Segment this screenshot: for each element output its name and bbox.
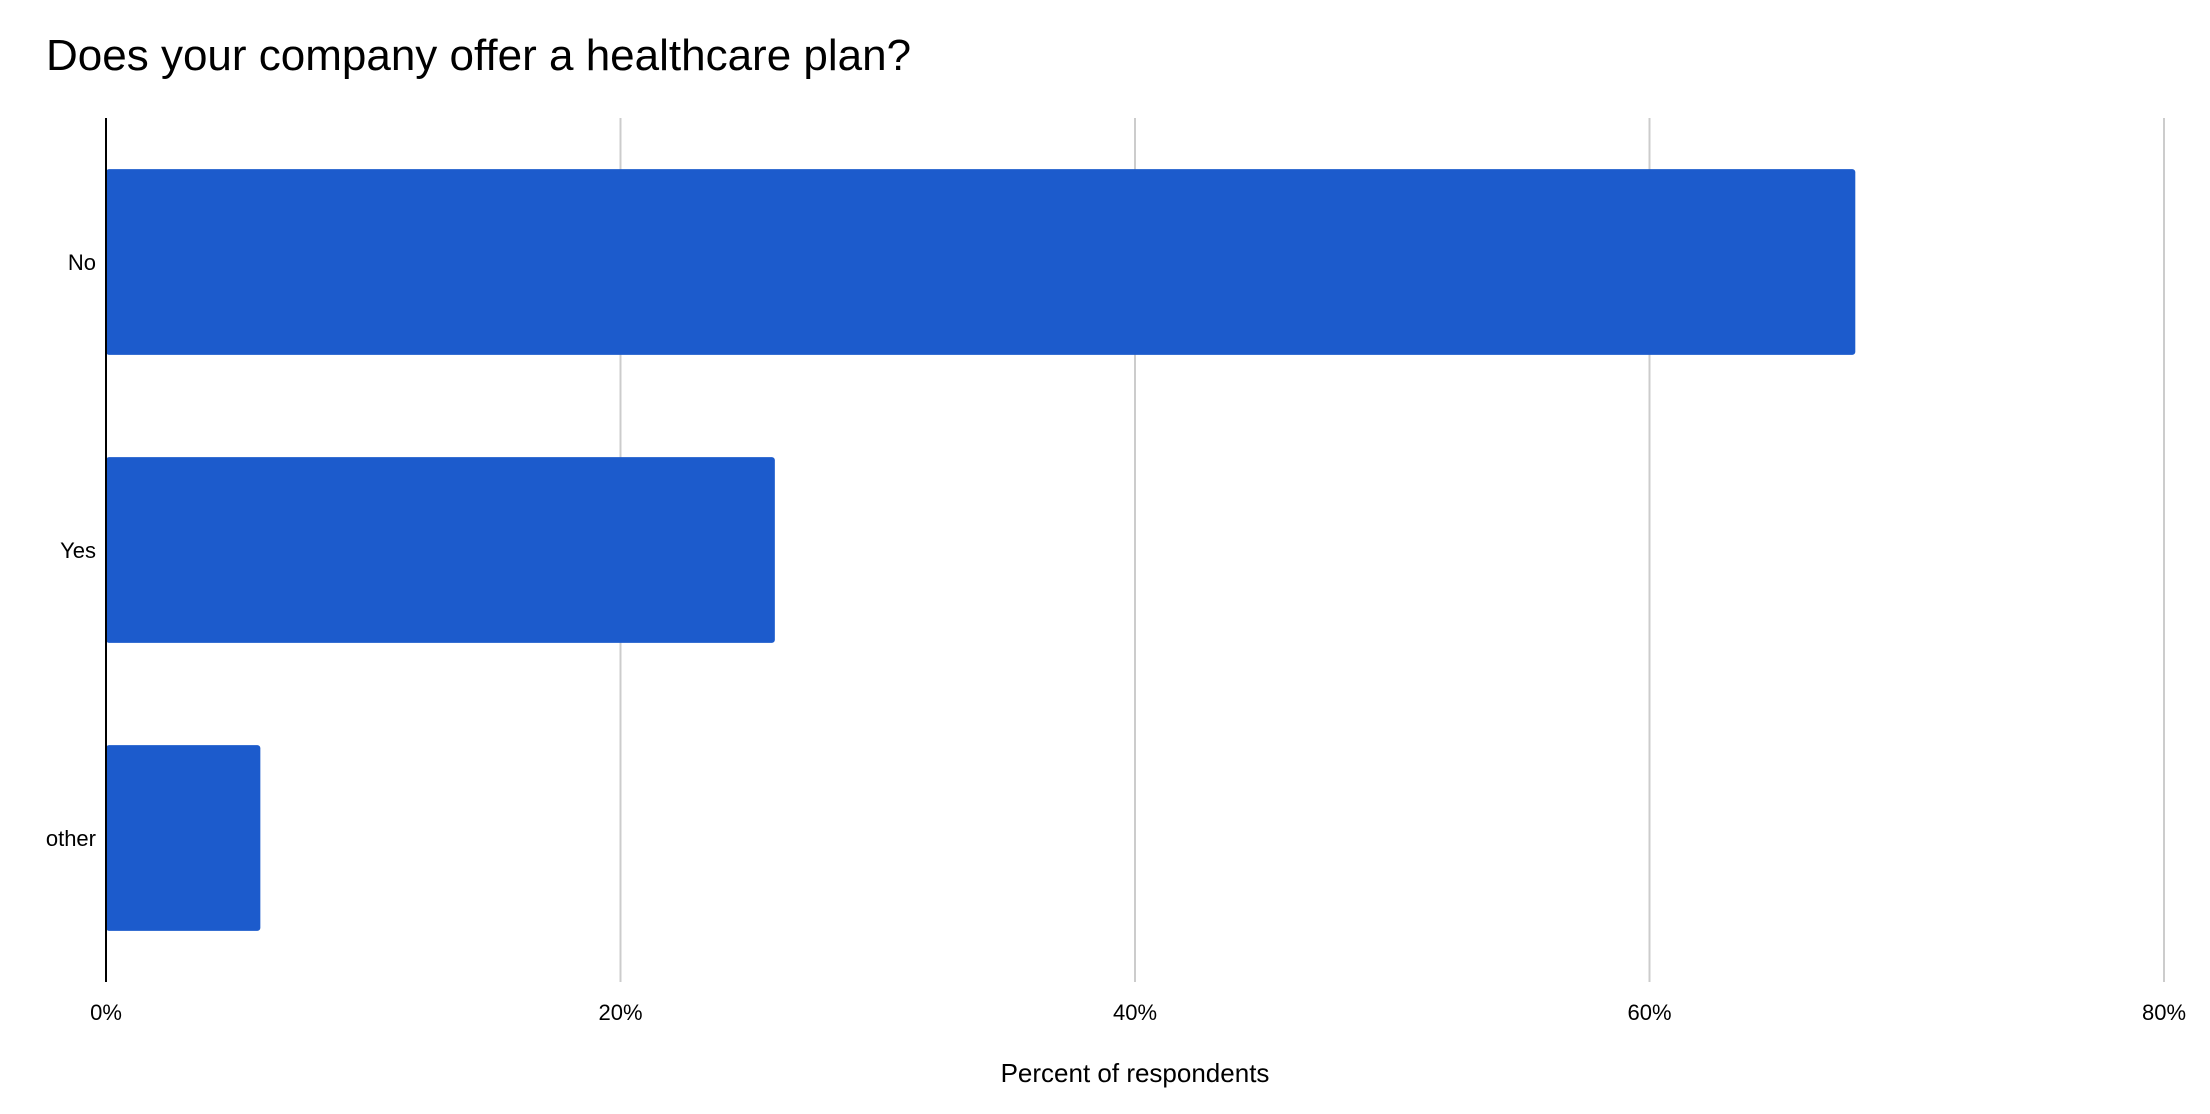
bar-yes bbox=[106, 457, 775, 643]
category-label-yes: Yes bbox=[60, 538, 96, 563]
category-label-no: No bbox=[68, 250, 96, 275]
x-tick-label-4: 80% bbox=[2142, 1000, 2186, 1025]
category-label-other: other bbox=[46, 826, 96, 851]
labels: 0% 20% 40% 60% 80% No Yes other bbox=[46, 250, 2186, 1025]
x-tick-label-1: 20% bbox=[598, 1000, 642, 1025]
x-axis-title: Percent of respondents bbox=[1001, 1058, 1270, 1088]
chart-title: Does your company offer a healthcare pla… bbox=[46, 31, 912, 80]
x-tick-label-0: 0% bbox=[90, 1000, 122, 1025]
bars bbox=[106, 169, 1856, 931]
x-tick-label-3: 60% bbox=[1627, 1000, 1671, 1025]
x-tick-label-2: 40% bbox=[1113, 1000, 1157, 1025]
bar-no bbox=[106, 169, 1856, 355]
bar-other bbox=[106, 745, 261, 931]
